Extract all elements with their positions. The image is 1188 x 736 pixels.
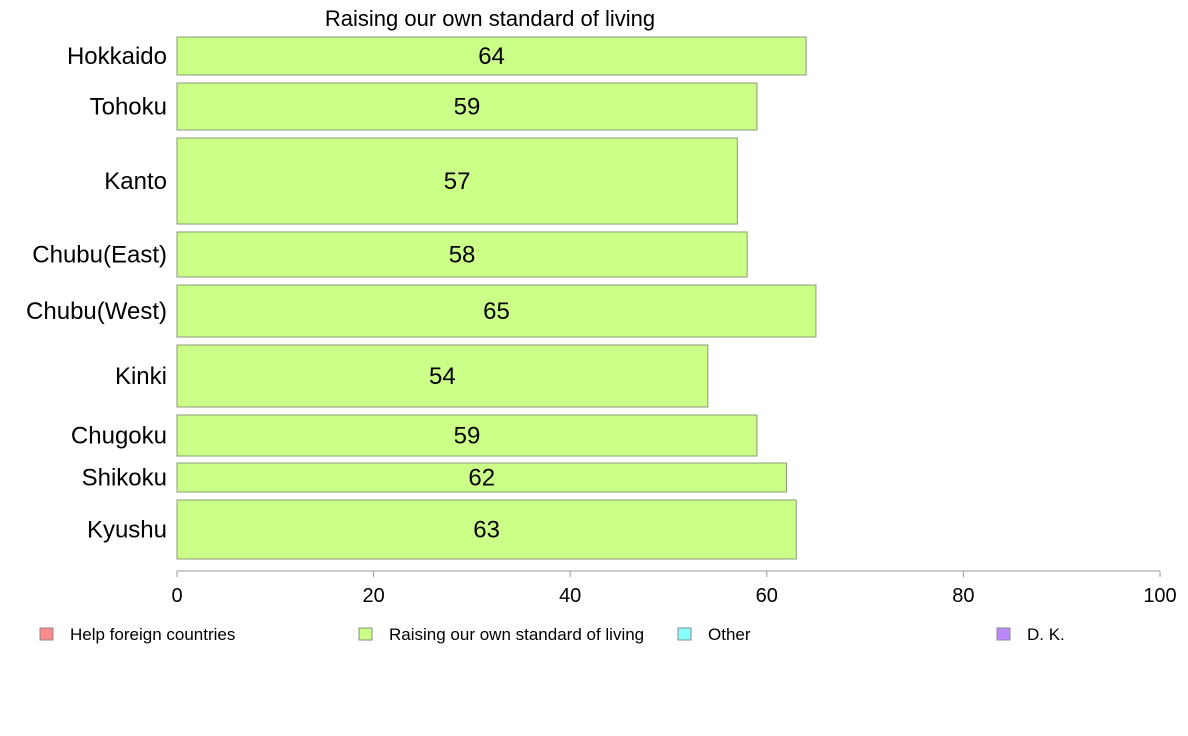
value-labels: 64 59 57 58 65 54 59 62 63 xyxy=(429,43,510,544)
x-tick-label: 0 xyxy=(171,585,182,607)
value-label: 54 xyxy=(429,363,456,390)
bar-chugoku xyxy=(176,414,758,457)
category-label: Kinki xyxy=(115,363,167,390)
legend-swatch xyxy=(358,627,373,641)
bar-kanto xyxy=(176,137,738,225)
bars-group xyxy=(176,36,817,560)
x-tick-label: 60 xyxy=(756,585,778,607)
category-label: Chugoku xyxy=(71,423,167,450)
category-label: Kyushu xyxy=(87,517,167,544)
legend-label: Help foreign countries xyxy=(70,625,235,644)
bar-shikoku xyxy=(176,462,787,493)
category-labels: Hokkaido Tohoku Kanto Chubu(East) Chubu(West… xyxy=(26,43,167,544)
bar-chubu-east- xyxy=(176,231,748,278)
legend-label: Other xyxy=(708,625,751,644)
legend-swatch xyxy=(996,627,1011,641)
value-label: 57 xyxy=(444,168,471,195)
x-tick-label: 80 xyxy=(952,585,974,607)
bar-chubu-west- xyxy=(176,284,817,338)
bar-hokkaido xyxy=(176,36,807,76)
legend-swatch xyxy=(39,627,54,641)
x-tick-label: 100 xyxy=(1143,585,1176,607)
value-label: 58 xyxy=(449,242,476,269)
x-tick-label: 20 xyxy=(362,585,384,607)
category-label: Kanto xyxy=(104,168,167,195)
value-label: 63 xyxy=(473,517,500,544)
value-label: 59 xyxy=(454,423,481,450)
value-label: 65 xyxy=(483,298,510,325)
bar-tohoku xyxy=(176,82,758,131)
value-label: 59 xyxy=(454,94,481,121)
legend-label: Raising our own standard of living xyxy=(389,625,644,644)
category-label: Hokkaido xyxy=(67,43,167,70)
x-axis: 0 20 40 60 80 100 xyxy=(171,570,1177,607)
bar-kinki xyxy=(176,344,709,408)
value-label: 62 xyxy=(468,465,495,492)
category-label: Chubu(West) xyxy=(26,298,167,325)
category-label: Shikoku xyxy=(82,465,167,492)
value-label: 64 xyxy=(478,43,505,70)
legend-swatch xyxy=(677,627,692,641)
chart-title: Raising our own standard of living xyxy=(325,6,655,31)
category-label: Chubu(East) xyxy=(32,242,167,269)
legend-label: D. K. xyxy=(1027,625,1065,644)
x-tick-label: 40 xyxy=(559,585,581,607)
bar-kyushu xyxy=(176,499,797,560)
legend: Help foreign countries Raising our own st… xyxy=(39,625,1065,644)
category-label: Tohoku xyxy=(90,94,167,121)
